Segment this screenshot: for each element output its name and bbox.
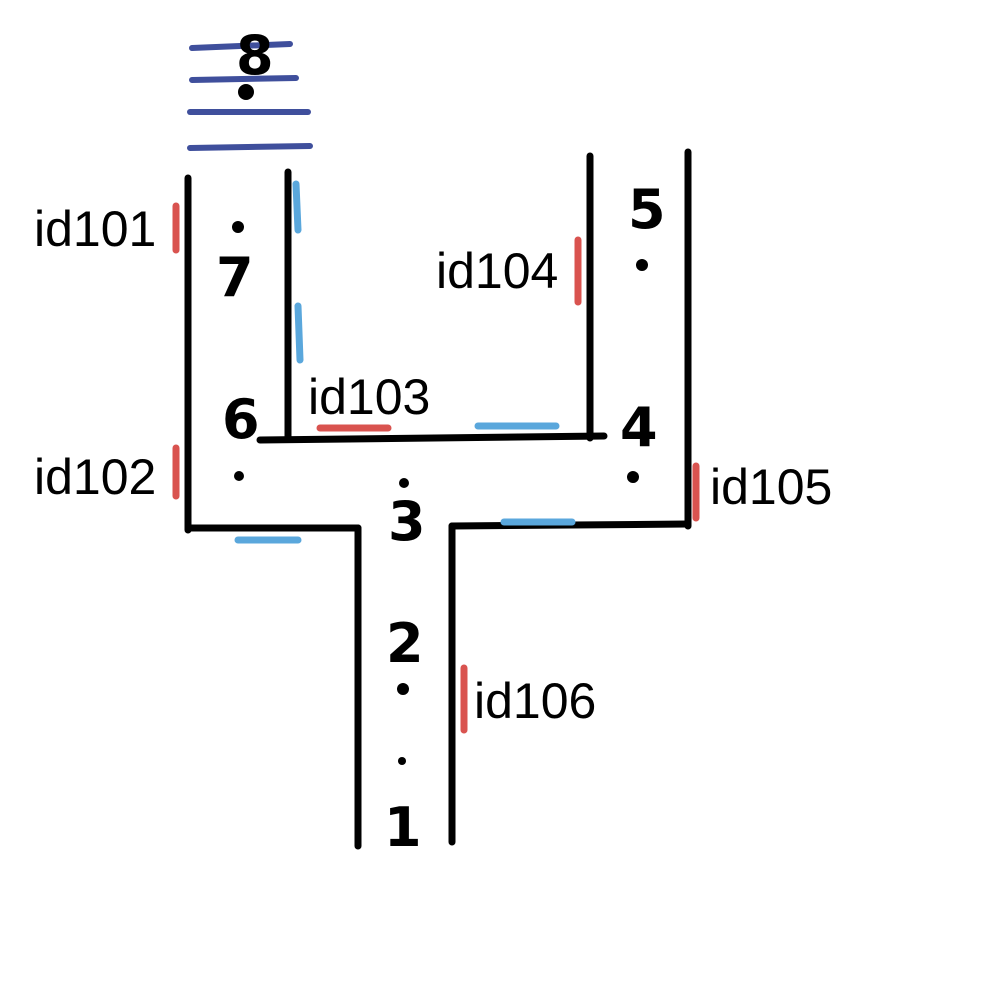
stairs-hatching <box>187 41 313 151</box>
node-label-4: 4 <box>620 396 658 459</box>
node-labels: 8 7 5 6 4 3 2 1 <box>216 24 666 859</box>
node-dot-1 <box>398 757 406 765</box>
node-label-5: 5 <box>628 178 666 241</box>
node-dot-2 <box>397 683 409 695</box>
sensor-label-id102: id102 <box>34 449 156 505</box>
node-dot-8 <box>238 84 254 100</box>
sensor-label-id106: id106 <box>474 673 596 729</box>
node-label-3: 3 <box>388 490 426 553</box>
node-dot-5 <box>636 259 648 271</box>
node-dot-7 <box>232 221 244 233</box>
walls <box>184 148 692 850</box>
door-left-inner-lower <box>294 302 304 364</box>
wall-middle-horizontal <box>256 432 608 444</box>
node-dot-3 <box>399 478 409 488</box>
door-left-inner-upper <box>292 180 302 234</box>
stairs-line-1 <box>189 41 293 51</box>
node-dots <box>232 84 648 765</box>
node-dot-4 <box>627 471 639 483</box>
node-label-8: 8 <box>236 24 274 87</box>
node-label-2: 2 <box>386 612 424 675</box>
sensor-label-id105: id105 <box>710 459 832 515</box>
sensor-label-id101: id101 <box>34 201 156 257</box>
node-label-7: 7 <box>216 246 254 309</box>
doors <box>234 180 576 544</box>
node-label-6: 6 <box>222 388 260 451</box>
node-dot-6 <box>234 471 244 481</box>
stairs-line-2 <box>189 75 299 83</box>
sensor-label-id104: id104 <box>436 243 558 299</box>
sensor-label-id103: id103 <box>308 369 430 425</box>
sensor-markers <box>172 202 700 734</box>
sensor-labels: id101 id102 id103 id104 id105 id106 <box>34 201 832 729</box>
node-label-1: 1 <box>384 796 422 859</box>
stairs-line-4 <box>187 143 313 151</box>
